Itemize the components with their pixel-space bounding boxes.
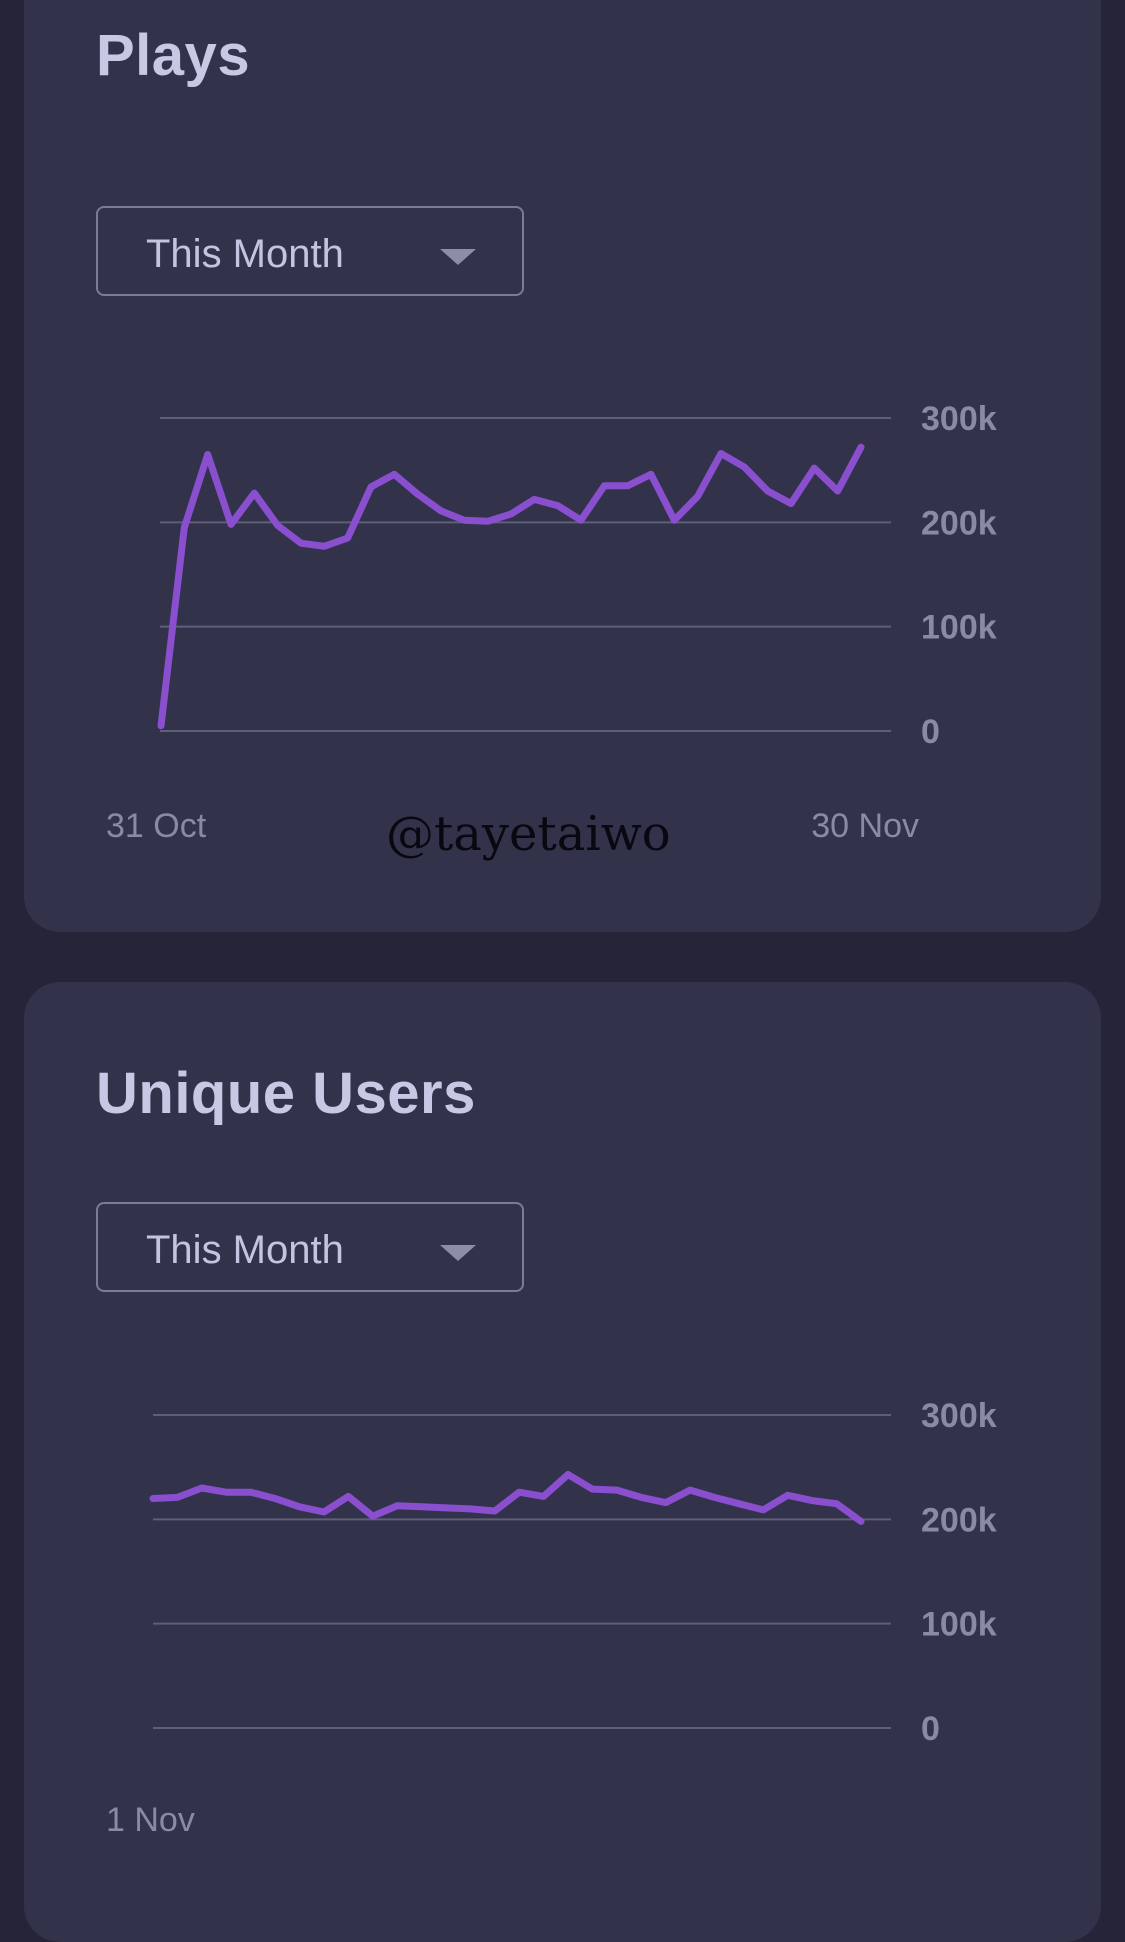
series-line <box>157 443 865 730</box>
unique-users-title: Unique Users <box>96 1061 476 1126</box>
series-line <box>149 1471 865 1525</box>
y-tick-label: 100k <box>921 1606 997 1644</box>
y-tick-label: 200k <box>921 504 997 542</box>
y-tick-label: 0 <box>921 713 940 751</box>
plays-period-label: This Month <box>146 232 344 276</box>
caret-down-icon <box>440 1245 476 1261</box>
x-end-label: 30 Nov <box>811 807 919 845</box>
caret-down-icon <box>440 249 476 265</box>
plays-period-dropdown[interactable]: This Month <box>96 206 524 296</box>
unique-users-card: Unique Users This Month 300k 200k 100k 0 1 N… <box>24 982 1101 1942</box>
y-tick-label: 100k <box>921 609 997 647</box>
plays-line-chart: 300k 200k 100k 0 31 Oct 30 Nov <box>106 400 997 845</box>
x-start-label: 1 Nov <box>106 1801 195 1839</box>
watermark-text: @tayetaiwo <box>386 806 671 862</box>
plays-card: Plays This Month 300k 200k 100k 0 31 Oct 30 N… <box>24 0 1101 932</box>
y-tick-label: 300k <box>921 400 997 438</box>
y-tick-label: 0 <box>921 1710 940 1748</box>
x-start-label: 31 Oct <box>106 807 207 845</box>
y-tick-label: 200k <box>921 1501 997 1539</box>
y-tick-label: 300k <box>921 1397 997 1435</box>
plays-title: Plays <box>96 23 251 88</box>
users-period-label: This Month <box>146 1228 344 1272</box>
users-period-dropdown[interactable]: This Month <box>96 1202 524 1292</box>
unique-users-line-chart: 300k 200k 100k 0 1 Nov <box>106 1397 997 1839</box>
